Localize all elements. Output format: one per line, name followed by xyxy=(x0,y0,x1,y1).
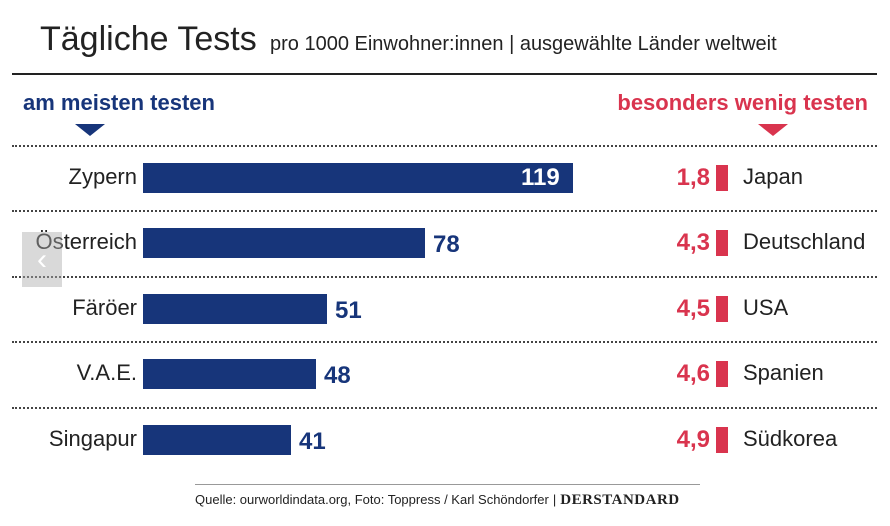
value-label-least: 4,6 xyxy=(676,360,710,387)
row-separator xyxy=(12,407,877,409)
bar-most xyxy=(143,294,327,324)
chevron-left-icon: ‹ xyxy=(37,243,47,276)
chart-title: Tägliche Tests xyxy=(40,20,257,58)
country-label-most: Zypern xyxy=(68,164,137,189)
value-label-most: 119 xyxy=(521,164,560,191)
country-label-least: Deutschland xyxy=(743,229,866,254)
bar-least xyxy=(716,296,728,322)
down-arrow-icon xyxy=(758,124,788,136)
bar-most xyxy=(143,163,573,193)
country-label-least: Japan xyxy=(743,164,803,189)
title-rule xyxy=(12,73,877,75)
country-label-most: Färöer xyxy=(72,295,137,320)
country-label-least: USA xyxy=(743,295,789,320)
footer-separator: | xyxy=(552,492,557,507)
value-label-most: 48 xyxy=(324,362,351,389)
value-label-most: 41 xyxy=(299,428,326,455)
bar-least xyxy=(716,361,728,387)
bar-least xyxy=(716,230,728,256)
value-label-least: 4,5 xyxy=(676,295,710,322)
country-label-most: Singapur xyxy=(48,426,137,451)
value-label-least: 4,3 xyxy=(676,229,710,256)
previous-slide-button[interactable]: ‹ xyxy=(22,232,62,287)
value-label-least: 1,8 xyxy=(676,164,710,191)
row-separator xyxy=(12,276,877,278)
row-separator xyxy=(12,145,877,147)
footer-rule xyxy=(195,484,700,485)
country-label-most: Österreich xyxy=(35,229,137,254)
row-separator xyxy=(12,341,877,343)
country-label-least: Spanien xyxy=(743,360,824,385)
value-label-least: 4,9 xyxy=(676,426,710,453)
row-separator xyxy=(12,210,877,212)
value-label-most: 51 xyxy=(335,297,362,324)
country-label-least: Südkorea xyxy=(743,426,838,451)
country-label-most: V.A.E. xyxy=(76,360,137,385)
footer: Quelle: ourworldindata.org, Foto: Toppre… xyxy=(195,492,680,509)
bar-least xyxy=(716,165,728,191)
value-label-most: 78 xyxy=(433,231,460,258)
bar-most xyxy=(143,359,316,389)
chart-subtitle: pro 1000 Einwohner:innen | ausgewählte L… xyxy=(270,33,777,55)
bar-most xyxy=(143,228,425,258)
down-arrow-icon xyxy=(75,124,105,136)
brand-logo: DERSTANDARD xyxy=(560,492,680,508)
fewest-tests-heading: besonders wenig testen xyxy=(617,90,868,115)
most-tests-heading: am meisten testen xyxy=(23,90,215,115)
source-text: Quelle: ourworldindata.org, Foto: Toppre… xyxy=(195,492,549,507)
bar-least xyxy=(716,427,728,453)
bar-most xyxy=(143,425,291,455)
